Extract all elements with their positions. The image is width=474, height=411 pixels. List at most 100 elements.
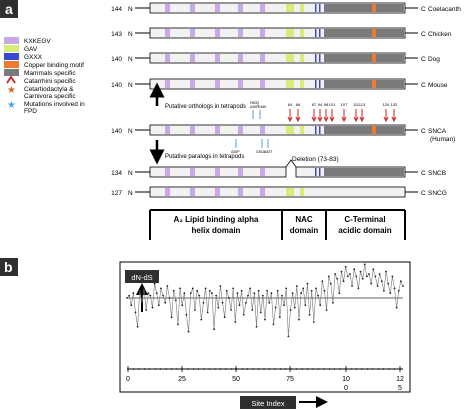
series-point xyxy=(223,316,226,319)
row-c-terminus: C xyxy=(421,170,426,177)
row-length: 143 xyxy=(111,31,122,38)
series-point xyxy=(183,292,186,295)
catarrhini-position: 87 xyxy=(312,102,317,107)
series-point xyxy=(342,280,345,283)
legend-item: Catarrhini specific xyxy=(6,75,76,85)
row-n-terminus: N xyxy=(128,6,133,13)
catarrhini-position: 98 xyxy=(324,102,329,107)
gav-motif xyxy=(286,126,294,134)
series-point xyxy=(170,316,173,319)
row-name: SNCA xyxy=(428,128,447,135)
legend-label: Carnivora specific xyxy=(24,93,76,100)
gav-motif xyxy=(300,126,304,134)
series-point xyxy=(215,294,218,297)
kxkegv-motif xyxy=(165,80,170,88)
row-n-terminus: N xyxy=(128,170,133,177)
series-point xyxy=(238,304,241,307)
x-tick-label: 12 xyxy=(396,376,404,383)
series-point xyxy=(391,275,394,278)
fpd-mutations: H50Q A30P E46K A30P G51D A53T xyxy=(231,101,273,154)
kxkegv-motif xyxy=(190,54,195,62)
catarrhini-mark: 113 xyxy=(359,102,366,123)
series-point xyxy=(136,325,139,328)
caret-icon xyxy=(295,116,301,123)
series-point xyxy=(283,304,286,307)
series-point xyxy=(308,313,311,316)
series-point xyxy=(300,292,302,295)
protein-row: 140 N C SNCA(Human) xyxy=(111,124,455,143)
series-point xyxy=(268,301,271,304)
gav-motif xyxy=(300,188,304,196)
row-name: Dog xyxy=(428,56,440,63)
protein-row: 140 N C Mouse xyxy=(111,78,448,90)
star-icon: ★ xyxy=(7,85,16,96)
x-tick-label: 10 xyxy=(342,376,350,383)
panel-b-label: b xyxy=(4,259,13,275)
kxkegv-motif xyxy=(190,126,195,134)
catarrhini-mark: 111 xyxy=(353,102,360,123)
series-point xyxy=(132,292,135,295)
kxkegv-motif xyxy=(190,4,195,12)
kxkegv-motif xyxy=(238,4,243,12)
series-point xyxy=(204,287,207,290)
series-point xyxy=(281,294,283,297)
catarrhini-position: 64 xyxy=(288,102,293,107)
series-point xyxy=(380,280,383,283)
gxxx-motif xyxy=(319,126,321,134)
series-point xyxy=(278,316,281,319)
series-point xyxy=(151,306,154,309)
series-point xyxy=(340,270,343,273)
gxxx-motif xyxy=(315,29,317,37)
row-c-terminus: C xyxy=(421,31,426,38)
series-point xyxy=(317,294,319,297)
series-point xyxy=(274,306,277,309)
kxkegv-motif xyxy=(165,54,170,62)
kxkegv-motif xyxy=(190,80,195,88)
series-point xyxy=(189,292,192,295)
gxxx-motif xyxy=(315,4,317,12)
copper-binding-motif xyxy=(372,29,376,37)
row-name: SNCB xyxy=(428,170,446,177)
series-point xyxy=(213,328,215,331)
series-point xyxy=(302,287,305,290)
row-c-terminus: C xyxy=(421,128,426,135)
x-tick-label: 0 xyxy=(126,376,130,383)
series-point xyxy=(232,287,235,290)
legend-label: Catarrhini specific xyxy=(24,78,76,85)
protein-row: 140 N C Dog xyxy=(111,52,440,64)
series-point xyxy=(293,306,296,309)
paralogs-label: Putative paralogs in tetrapods xyxy=(165,154,244,160)
series-point xyxy=(306,282,309,285)
series-point xyxy=(225,289,228,292)
row-name: Coelacanth xyxy=(428,6,461,13)
series-point xyxy=(387,282,390,285)
series-point xyxy=(321,280,324,283)
kxkegv-motif xyxy=(215,54,220,62)
gxxx-motif xyxy=(315,54,317,62)
caret-icon xyxy=(6,75,16,84)
kxkegv-motif xyxy=(165,4,170,12)
kxkegv-motif xyxy=(260,80,265,88)
legend-swatch xyxy=(4,37,19,44)
y-label-bg xyxy=(125,270,159,283)
kxkegv-motif xyxy=(190,188,195,196)
series-point xyxy=(382,289,385,292)
caret-icon xyxy=(323,116,329,123)
c-terminal-region xyxy=(324,29,404,37)
gav-motif xyxy=(300,4,304,12)
series-point xyxy=(285,287,288,290)
caret-icon xyxy=(317,116,323,123)
series-point xyxy=(376,285,379,287)
legend-label: FPD xyxy=(24,108,37,115)
x-tick-label: 50 xyxy=(232,376,240,383)
copper-binding-motif xyxy=(372,4,376,12)
series-point xyxy=(155,292,158,295)
catarrhini-position: 101 xyxy=(329,102,336,107)
series-point xyxy=(266,289,269,292)
row-name: SNCG xyxy=(428,190,447,197)
series-point xyxy=(230,309,232,311)
protein-row: 127 N C SNCG xyxy=(111,186,447,198)
mutation-e46k: E46K xyxy=(258,105,267,109)
series-point xyxy=(315,287,317,290)
